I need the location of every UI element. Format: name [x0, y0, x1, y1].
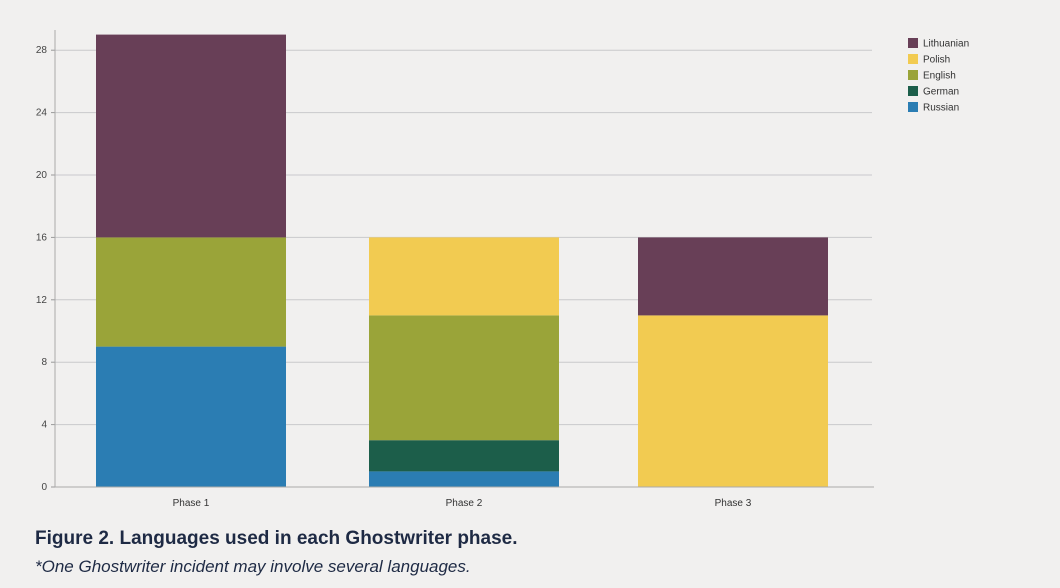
bar-segment	[369, 471, 559, 487]
legend-label: Lithuanian	[923, 39, 969, 50]
y-tick-label: 28	[36, 45, 48, 56]
y-tick-label: 20	[36, 170, 48, 181]
legend-swatch	[908, 102, 918, 112]
bar-segment	[369, 315, 559, 441]
chart-title: Figure 2. Languages used in each Ghostwr…	[35, 528, 518, 549]
bar-segment	[96, 34, 286, 238]
bar-segment	[638, 237, 828, 316]
chart: 0 4 8 12 16 20 24 28 Phase 1 Phase 2 Phase 3 Lithu…	[36, 30, 969, 509]
x-category-label: Phase 1	[173, 498, 210, 509]
legend-label: German	[923, 87, 959, 98]
bar-segment	[369, 237, 559, 316]
bars	[96, 34, 828, 487]
legend: Lithuanian Polish English German Russian	[908, 38, 969, 114]
x-category-label: Phase 3	[715, 498, 752, 509]
bar-segment	[638, 315, 828, 487]
y-tick-label: 8	[41, 357, 47, 368]
legend-label: English	[923, 71, 956, 82]
legend-swatch	[908, 54, 918, 64]
y-tick-label: 12	[36, 295, 48, 306]
legend-swatch	[908, 38, 918, 48]
y-tick-label: 16	[36, 232, 48, 243]
legend-swatch	[908, 86, 918, 96]
y-tick-label: 0	[41, 482, 47, 493]
legend-label: Polish	[923, 55, 950, 66]
legend-label: Russian	[923, 103, 959, 114]
legend-swatch	[908, 70, 918, 80]
axes: 0 4 8 12 16 20 24 28 Phase 1 Phase 2 Phase 3	[36, 30, 874, 509]
y-tick-label: 24	[36, 108, 48, 119]
x-category-label: Phase 2	[446, 498, 483, 509]
y-tick-label: 4	[41, 420, 47, 431]
bar-segment	[369, 440, 559, 472]
chart-footnote: *One Ghostwriter incident may involve se…	[35, 557, 471, 576]
bar-segment	[96, 346, 286, 487]
bar-segment	[96, 237, 286, 347]
